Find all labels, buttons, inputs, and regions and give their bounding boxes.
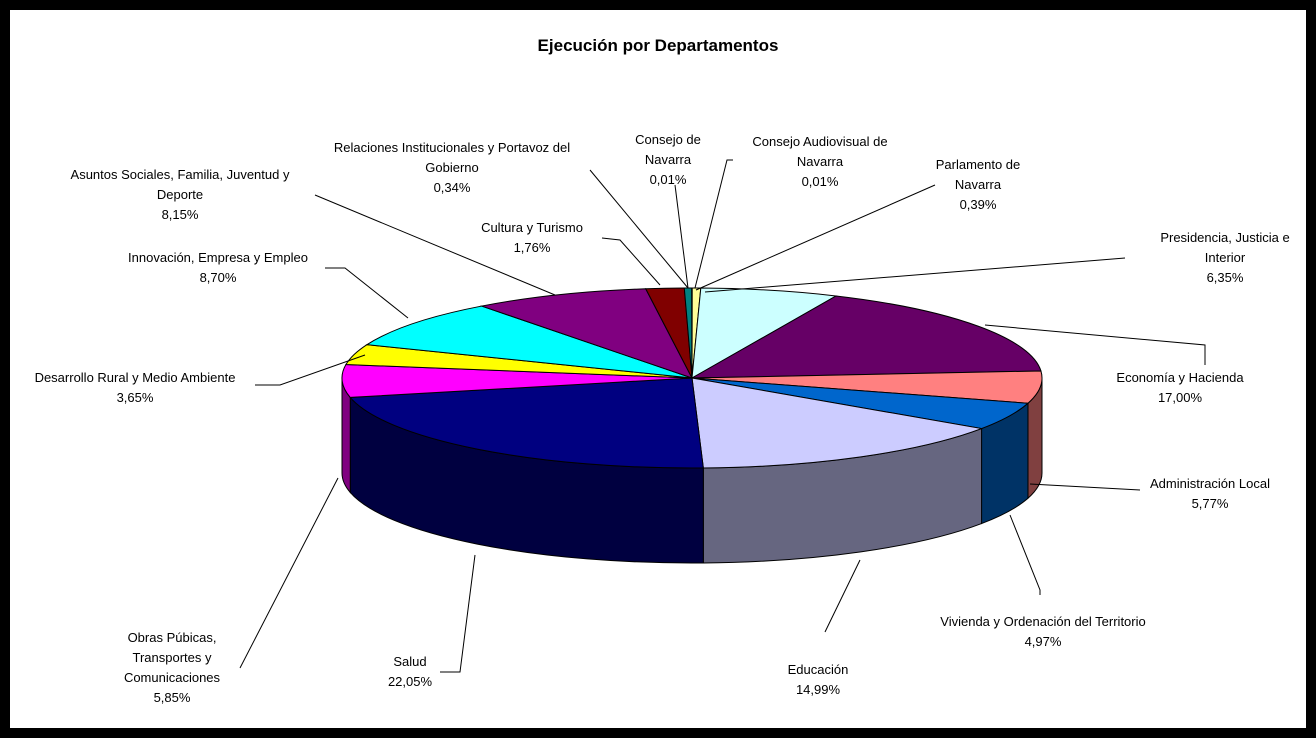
category-label: Desarrollo Rural y Medio Ambiente bbox=[34, 370, 236, 385]
category-label: Relaciones Institucionales y Portavoz de… bbox=[333, 140, 571, 175]
leader-line bbox=[674, 184, 689, 289]
value-label: 5,85% bbox=[153, 690, 191, 705]
leader-line bbox=[325, 267, 409, 319]
value-label: 8,70% bbox=[199, 270, 237, 285]
pie-slice bbox=[691, 370, 1043, 404]
chart-title: Ejecución por Departamentos bbox=[537, 36, 779, 55]
data-label: Salud 22,05% bbox=[360, 652, 460, 692]
category-label: Administración Local bbox=[1150, 476, 1270, 491]
leader-line bbox=[589, 169, 689, 289]
data-label: Educación 14,99% bbox=[758, 660, 878, 700]
category-label: Economía y Hacienda bbox=[1116, 370, 1244, 385]
data-label: Consejo de Navarra 0,01% bbox=[623, 130, 713, 190]
data-label: Economía y Hacienda 17,00% bbox=[1100, 368, 1260, 408]
category-label: Consejo de Navarra bbox=[635, 132, 701, 167]
leader-line bbox=[704, 257, 1126, 293]
data-label: Vivienda y Ordenación del Territorio 4,97… bbox=[913, 612, 1173, 652]
leader-line bbox=[239, 477, 339, 669]
category-label: Parlamento de Navarra bbox=[935, 157, 1021, 192]
pie-slice bbox=[691, 377, 984, 469]
data-label: Parlamento de Navarra 0,39% bbox=[928, 155, 1028, 215]
value-label: 22,05% bbox=[387, 674, 433, 689]
leader-line bbox=[694, 159, 733, 289]
category-label: Presidencia, Justicia e Interior bbox=[1160, 230, 1290, 265]
category-label: Cultura y Turismo bbox=[481, 220, 583, 235]
pie-slice bbox=[349, 377, 704, 469]
leader-line bbox=[1029, 483, 1141, 491]
data-label: Administración Local 5,77% bbox=[1130, 474, 1290, 514]
value-label: 0,01% bbox=[649, 172, 687, 187]
value-label: 5,77% bbox=[1191, 496, 1229, 511]
value-label: 4,97% bbox=[1024, 634, 1062, 649]
category-label: Obras Púbicas, Transportes y Comunicacio… bbox=[123, 630, 221, 685]
category-label: Vivienda y Ordenación del Territorio bbox=[940, 614, 1146, 629]
data-label: Consejo Audiovisual de Navarra 0,01% bbox=[730, 132, 910, 192]
category-label: Educación bbox=[787, 662, 849, 677]
data-label: Presidencia, Justicia e Interior 6,35% bbox=[1140, 228, 1310, 288]
value-label: 1,76% bbox=[513, 240, 551, 255]
data-label: Asuntos Sociales, Familia, Juventud y De… bbox=[50, 165, 310, 225]
pie-slice bbox=[479, 288, 694, 379]
value-label: 3,65% bbox=[116, 390, 154, 405]
data-label: Relaciones Institucionales y Portavoz de… bbox=[322, 138, 582, 198]
category-label: Asuntos Sociales, Familia, Juventud y De… bbox=[70, 167, 290, 202]
leader-line bbox=[601, 237, 661, 286]
data-label: Desarrollo Rural y Medio Ambiente 3,65% bbox=[0, 368, 270, 408]
value-label: 14,99% bbox=[795, 682, 841, 697]
value-label: 6,35% bbox=[1206, 270, 1244, 285]
leader-line bbox=[695, 184, 936, 291]
leader-line bbox=[440, 554, 476, 673]
leader-line bbox=[824, 559, 861, 633]
data-label: Obras Púbicas, Transportes y Comunicacio… bbox=[102, 628, 242, 708]
category-label: Salud bbox=[393, 654, 427, 669]
value-label: 0,39% bbox=[959, 197, 997, 212]
value-label: 0,34% bbox=[433, 180, 471, 195]
category-label: Consejo Audiovisual de Navarra bbox=[752, 134, 888, 169]
leader-line bbox=[984, 324, 1206, 365]
value-label: 8,15% bbox=[161, 207, 199, 222]
value-label: 0,01% bbox=[801, 174, 839, 189]
leader-line bbox=[314, 194, 556, 296]
pie-slice bbox=[691, 295, 1042, 379]
pie-slice bbox=[341, 364, 693, 398]
data-label: Cultura y Turismo 1,76% bbox=[452, 218, 612, 258]
pie-slice bbox=[365, 305, 693, 379]
value-label: 17,00% bbox=[1157, 390, 1203, 405]
pie-slice bbox=[691, 287, 838, 379]
category-label: Innovación, Empresa y Empleo bbox=[128, 250, 308, 265]
data-label: Innovación, Empresa y Empleo 8,70% bbox=[108, 248, 328, 288]
leader-line bbox=[1009, 514, 1041, 595]
leader-line bbox=[255, 354, 366, 386]
